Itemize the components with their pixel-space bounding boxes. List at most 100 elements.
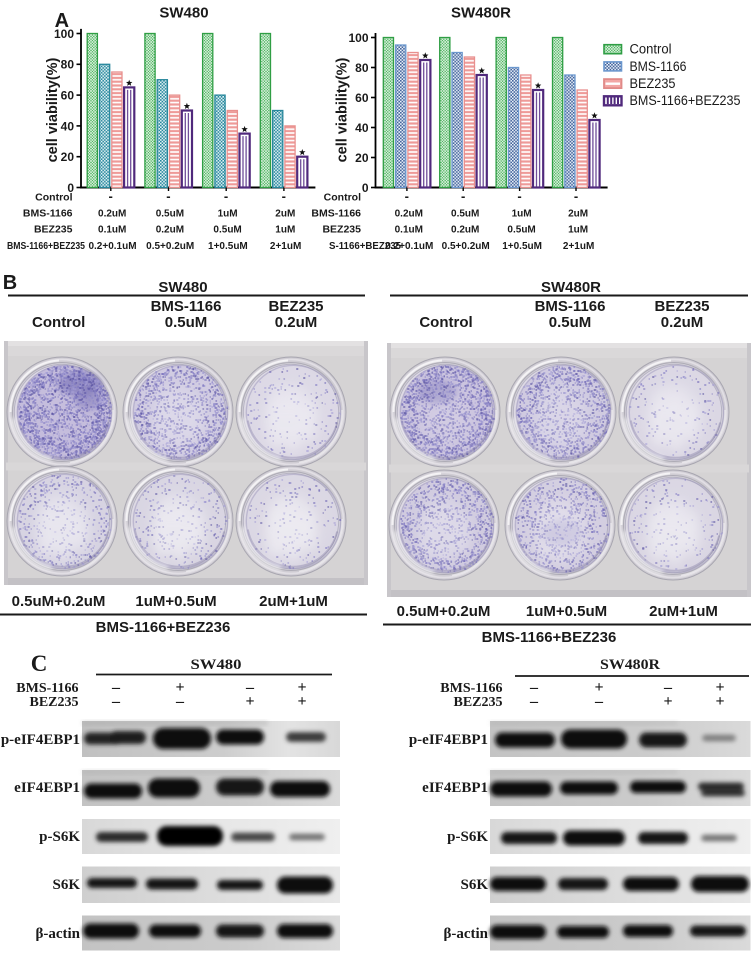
svg-text:20: 20 — [61, 150, 75, 164]
svg-text:–: – — [245, 679, 255, 696]
svg-text:SW480R: SW480R — [541, 279, 601, 296]
svg-text:0.5uM: 0.5uM — [165, 314, 208, 331]
svg-text:Control: Control — [32, 314, 85, 331]
svg-text:p-eIF4EBP1: p-eIF4EBP1 — [409, 732, 488, 748]
svg-text:BMS-1166: BMS-1166 — [16, 681, 78, 696]
svg-text:Control: Control — [324, 192, 361, 204]
svg-text:-: - — [574, 189, 578, 204]
svg-text:80: 80 — [355, 61, 369, 75]
svg-text:SW480R: SW480R — [451, 5, 511, 22]
svg-text:0.5uM: 0.5uM — [213, 225, 241, 236]
svg-text:0.5uM: 0.5uM — [507, 225, 535, 236]
svg-text:BEZ235: BEZ235 — [268, 298, 323, 315]
svg-text:–: – — [594, 693, 604, 710]
svg-text:B: B — [3, 272, 17, 294]
svg-text:Control: Control — [35, 192, 72, 204]
svg-text:1uM+0.5uM: 1uM+0.5uM — [135, 593, 216, 610]
svg-text:BMS-1166+BEZ235: BMS-1166+BEZ235 — [630, 93, 741, 108]
svg-text:0.2uM: 0.2uM — [275, 314, 318, 331]
svg-text:1uM: 1uM — [218, 209, 238, 220]
svg-text:p-eIF4EBP1: p-eIF4EBP1 — [1, 732, 80, 748]
svg-text:0: 0 — [67, 181, 74, 195]
svg-text:0.5uM: 0.5uM — [451, 209, 479, 220]
svg-text:BMS-1166: BMS-1166 — [630, 59, 687, 74]
svg-text:0.5+0.2uM: 0.5+0.2uM — [442, 241, 490, 252]
svg-text:+: + — [297, 693, 306, 710]
svg-text:–: – — [529, 693, 539, 710]
svg-text:–: – — [111, 679, 121, 696]
svg-text:BMS-1166+BEZ235: BMS-1166+BEZ235 — [7, 240, 85, 252]
svg-text:p-S6K: p-S6K — [447, 829, 488, 845]
svg-text:p-S6K: p-S6K — [39, 829, 80, 845]
svg-text:2uM: 2uM — [568, 209, 588, 220]
svg-text:0.1uM: 0.1uM — [395, 225, 423, 236]
svg-text:+: + — [245, 693, 254, 710]
svg-text:-: - — [405, 189, 409, 204]
svg-text:BMS-1166+BEZ236: BMS-1166+BEZ236 — [96, 619, 231, 636]
svg-text:0.5uM: 0.5uM — [549, 314, 592, 331]
svg-text:+: + — [663, 693, 672, 710]
svg-text:0.2+0.1uM: 0.2+0.1uM — [385, 241, 433, 252]
svg-text:-: - — [517, 189, 521, 204]
svg-text:BMS-1166: BMS-1166 — [23, 208, 73, 220]
svg-text:SW480R: SW480R — [600, 657, 660, 673]
svg-text:20: 20 — [355, 151, 369, 165]
svg-text:+: + — [715, 679, 724, 696]
svg-text:cell viability(%): cell viability(%) — [45, 57, 61, 162]
svg-text:1uM+0.5uM: 1uM+0.5uM — [526, 603, 607, 620]
svg-text:1uM: 1uM — [568, 225, 588, 236]
svg-text:SW480: SW480 — [159, 5, 208, 22]
svg-text:BMS-1166+BEZ236: BMS-1166+BEZ236 — [482, 629, 617, 646]
svg-text:0.2uM: 0.2uM — [395, 209, 423, 220]
svg-text:-: - — [109, 189, 113, 204]
svg-text:cell viability(%): cell viability(%) — [335, 57, 351, 162]
svg-text:0.2uM: 0.2uM — [98, 209, 126, 220]
svg-text:60: 60 — [61, 89, 75, 103]
svg-text:+: + — [175, 679, 184, 696]
svg-text:-: - — [166, 189, 170, 204]
svg-text:0.5+0.2uM: 0.5+0.2uM — [146, 241, 194, 252]
svg-text:BMS-1166: BMS-1166 — [311, 208, 361, 220]
svg-text:S6K: S6K — [52, 877, 80, 893]
svg-text:–: – — [175, 693, 185, 710]
svg-text:2uM+1uM: 2uM+1uM — [259, 593, 328, 610]
svg-text:+: + — [594, 679, 603, 696]
svg-text:eIF4EBP1: eIF4EBP1 — [14, 780, 80, 796]
svg-text:0.2uM: 0.2uM — [156, 225, 184, 236]
svg-text:0.5uM: 0.5uM — [156, 209, 184, 220]
svg-text:BMS-1166: BMS-1166 — [151, 298, 222, 315]
svg-text:β-actin: β-actin — [35, 926, 80, 942]
svg-text:+: + — [297, 679, 306, 696]
svg-text:C: C — [31, 651, 48, 676]
svg-text:100: 100 — [348, 31, 368, 45]
svg-text:60: 60 — [355, 91, 369, 105]
svg-text:0.2uM: 0.2uM — [451, 225, 479, 236]
svg-text:1uM: 1uM — [512, 209, 532, 220]
svg-text:2+1uM: 2+1uM — [270, 241, 301, 252]
svg-text:2+1uM: 2+1uM — [563, 241, 594, 252]
svg-text:–: – — [529, 679, 539, 696]
svg-text:BEZ235: BEZ235 — [654, 298, 709, 315]
svg-text:BEZ235: BEZ235 — [630, 76, 676, 91]
svg-text:–: – — [663, 679, 673, 696]
svg-text:0.2uM: 0.2uM — [661, 314, 704, 331]
svg-text:0.2+0.1uM: 0.2+0.1uM — [88, 241, 136, 252]
svg-text:BMS-1166: BMS-1166 — [440, 681, 502, 696]
svg-text:40: 40 — [355, 121, 369, 135]
svg-text:2uM+1uM: 2uM+1uM — [649, 603, 718, 620]
svg-text:Control: Control — [630, 42, 672, 57]
svg-text:100: 100 — [54, 27, 74, 41]
svg-text:–: – — [111, 693, 121, 710]
svg-text:2uM: 2uM — [275, 209, 295, 220]
svg-text:1+0.5uM: 1+0.5uM — [502, 241, 542, 252]
svg-text:β-actin: β-actin — [443, 926, 488, 942]
svg-text:+: + — [715, 693, 724, 710]
svg-text:SW480: SW480 — [191, 657, 242, 673]
svg-text:-: - — [461, 189, 465, 204]
svg-text:-: - — [282, 189, 286, 204]
svg-text:BEZ235: BEZ235 — [322, 224, 361, 236]
svg-text:0: 0 — [362, 181, 369, 195]
svg-text:BEZ235: BEZ235 — [453, 695, 502, 710]
svg-text:0.1uM: 0.1uM — [98, 225, 126, 236]
svg-text:1+0.5uM: 1+0.5uM — [208, 241, 248, 252]
